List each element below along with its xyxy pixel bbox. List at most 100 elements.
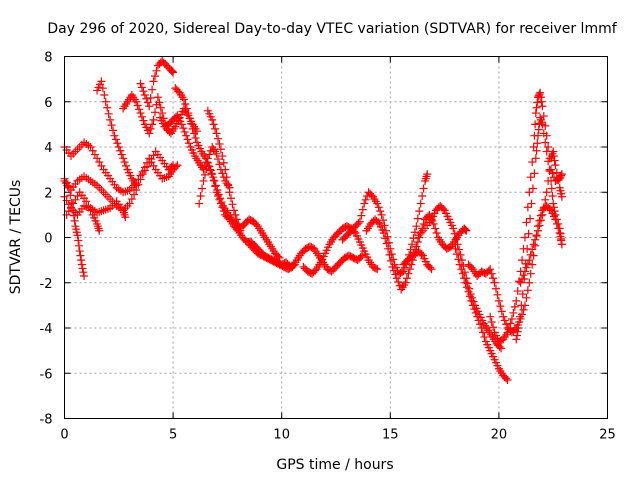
- data-point: [373, 199, 382, 208]
- data-point: [432, 228, 441, 237]
- data-point: [495, 342, 504, 351]
- series-track-5: [62, 188, 104, 235]
- data-point: [143, 98, 152, 107]
- data-point: [463, 279, 472, 288]
- data-point: [213, 192, 222, 201]
- data-point: [477, 324, 486, 332]
- data-point: [406, 253, 415, 262]
- y-tick-label: 2: [44, 186, 52, 201]
- data-point: [512, 296, 521, 305]
- data-point: [184, 109, 193, 118]
- data-point: [549, 152, 558, 161]
- data-point: [103, 103, 112, 112]
- data-point: [455, 245, 464, 254]
- data-point: [450, 229, 459, 238]
- data-point: [468, 301, 477, 310]
- data-point: [95, 226, 104, 235]
- data-point: [439, 204, 448, 213]
- data-point: [125, 199, 134, 208]
- data-point: [409, 234, 418, 243]
- data-point: [518, 290, 527, 299]
- data-point: [496, 302, 505, 311]
- data-point: [530, 169, 539, 178]
- data-point: [453, 240, 462, 249]
- data-point: [473, 312, 482, 321]
- data-point: [180, 127, 189, 136]
- data-point: [554, 176, 563, 185]
- data-point: [552, 215, 561, 224]
- data-point: [391, 270, 400, 279]
- data-point: [533, 131, 542, 140]
- data-point: [93, 154, 102, 163]
- data-point: [205, 162, 214, 171]
- data-point: [536, 216, 545, 225]
- series-track-16: [362, 215, 436, 294]
- data-point: [191, 133, 200, 142]
- data-point: [74, 236, 83, 245]
- data-point: [169, 68, 178, 77]
- data-point: [210, 176, 219, 185]
- data-point: [532, 146, 541, 155]
- data-point: [275, 253, 284, 262]
- data-point: [78, 264, 87, 273]
- data-point: [109, 126, 118, 135]
- data-point: [373, 218, 382, 227]
- data-point: [136, 109, 145, 118]
- data-point: [77, 260, 86, 269]
- data-point: [221, 165, 230, 174]
- data-point: [516, 278, 525, 287]
- data-point: [455, 260, 464, 269]
- data-point: [358, 205, 367, 214]
- data-point: [526, 214, 535, 223]
- data-point: [555, 224, 564, 233]
- data-point: [379, 216, 388, 225]
- data-point: [526, 250, 535, 259]
- data-point: [513, 287, 522, 296]
- data-point: [127, 195, 136, 204]
- data-point: [518, 256, 527, 265]
- data-point: [101, 97, 110, 106]
- data-point: [525, 278, 534, 287]
- data-point: [140, 90, 149, 99]
- data-point: [182, 131, 191, 140]
- data-point: [149, 77, 158, 86]
- data-point: [419, 184, 428, 193]
- data-point: [431, 224, 440, 233]
- data-point: [532, 103, 541, 112]
- data-point: [412, 242, 421, 251]
- data-point: [394, 277, 403, 286]
- data-point: [520, 267, 529, 276]
- data-point: [557, 171, 566, 180]
- data-point: [399, 267, 408, 276]
- data-point: [412, 222, 421, 231]
- data-point: [374, 203, 383, 212]
- data-point: [404, 269, 413, 278]
- data-point: [143, 162, 152, 171]
- data-point: [382, 239, 391, 248]
- y-tick-label: 8: [44, 51, 52, 66]
- data-point: [457, 256, 466, 265]
- data-point: [132, 97, 141, 106]
- data-point: [534, 125, 543, 134]
- data-point: [545, 165, 554, 174]
- data-point: [513, 331, 521, 340]
- data-point: [522, 218, 531, 227]
- data-point: [467, 296, 476, 305]
- data-point: [117, 150, 126, 159]
- data-point: [181, 100, 190, 109]
- data-point: [196, 192, 205, 201]
- data-point: [149, 115, 158, 124]
- data-point: [389, 266, 398, 275]
- y-axis-label: SDTVAR / TECUs: [8, 180, 24, 295]
- data-point: [533, 98, 542, 107]
- data-point: [461, 225, 470, 234]
- data-point: [120, 158, 129, 167]
- data-point: [200, 170, 209, 179]
- data-point: [211, 181, 220, 190]
- data-point: [408, 240, 417, 249]
- data-point: [478, 328, 487, 337]
- data-point: [107, 121, 116, 130]
- data-point: [514, 324, 523, 332]
- series-track-4: [60, 176, 89, 280]
- data-point: [215, 139, 224, 148]
